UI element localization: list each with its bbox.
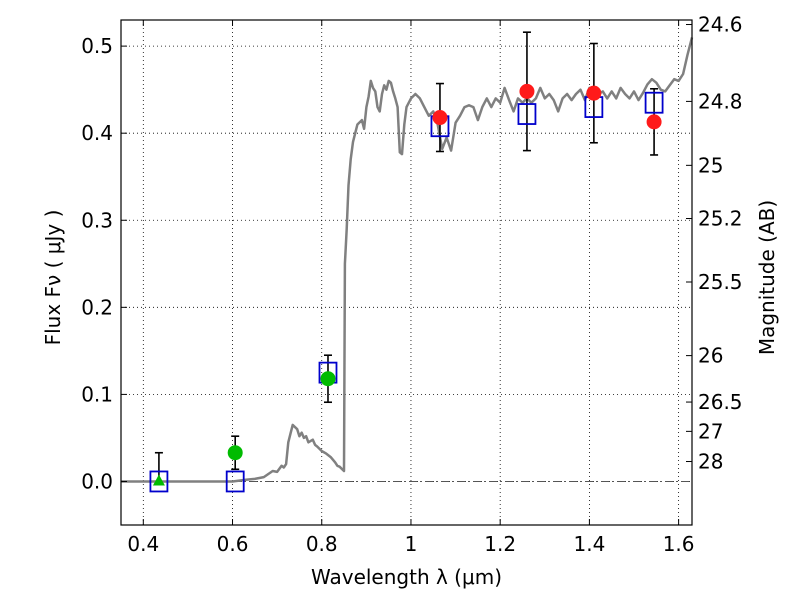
y-tick-label: 0.0: [81, 469, 113, 493]
y-tick-labels: 0.0 0.1 0.2 0.3 0.4 0.5: [81, 34, 113, 493]
plot-frame: [120, 19, 693, 526]
y-tick-label: 0.3: [81, 208, 113, 232]
y2-tick-label: 25.2: [698, 207, 743, 231]
x-tick-label: 1.2: [484, 532, 516, 556]
model-band-square: [517, 103, 537, 125]
y-tick-label: 0.4: [81, 121, 113, 145]
y-axis-title: Flux Fν ( μJy ): [41, 210, 65, 346]
y2-tick-label: 25.5: [698, 270, 743, 294]
red-data-point: [519, 83, 535, 99]
y-tick-label: 0.5: [81, 34, 113, 58]
x-tick-label: 1: [405, 532, 418, 556]
model-band-square: [225, 470, 245, 493]
y2-tick-label: 27: [698, 419, 723, 443]
y2-tick-labels: 24.6 24.8 25 25.2 25.5 26 26.5 27 28: [698, 13, 743, 474]
y2-axis-title: Magnitude (AB): [755, 200, 779, 355]
x-tick-labels: 0.4 0.6 0.8 1 1.2 1.4 1.6: [127, 532, 694, 556]
red-data-point: [432, 110, 448, 126]
x-tick-label: 0.6: [217, 532, 249, 556]
observed-points: [152, 83, 662, 486]
y2-tick-label: 26: [698, 344, 723, 368]
x-tick-label: 1.6: [663, 532, 695, 556]
model-band-square: [149, 470, 169, 493]
x-axis-title: Wavelength λ (μm): [311, 565, 502, 589]
y2-tick-label: 26.5: [698, 390, 743, 414]
model-spectrum-line: [121, 37, 694, 483]
x-tick-label: 1.4: [573, 532, 605, 556]
model-spectrum: [121, 37, 694, 483]
model-band-square: [644, 91, 664, 114]
red-data-point: [646, 114, 662, 130]
x-tick-label: 0.8: [306, 532, 338, 556]
y-tick-label: 0.2: [81, 295, 113, 319]
error-bars: [154, 31, 659, 482]
y2-tick-label: 24.8: [698, 89, 743, 113]
green-data-point: [227, 445, 243, 461]
grid: [121, 20, 692, 525]
y-tick-label: 0.1: [81, 382, 113, 406]
x-tick-label: 0.4: [127, 532, 159, 556]
axis-ticks: [121, 20, 692, 525]
green-data-point: [320, 371, 336, 387]
y2-tick-label: 24.6: [698, 13, 743, 37]
upper-limit-triangle: [152, 474, 165, 486]
y2-tick-label: 25: [698, 153, 723, 177]
y2-tick-label: 28: [698, 450, 723, 474]
red-data-point: [586, 85, 602, 101]
